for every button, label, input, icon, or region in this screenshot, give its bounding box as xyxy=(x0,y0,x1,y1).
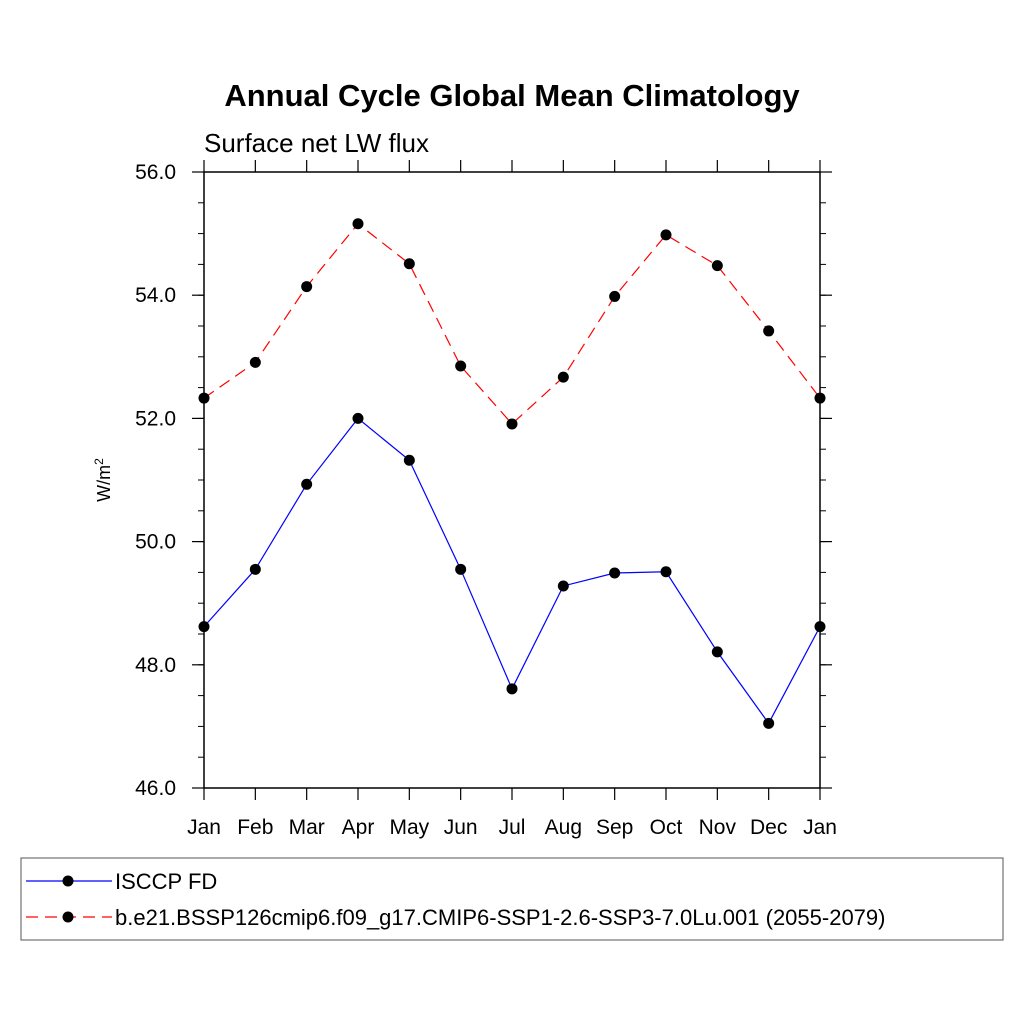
y-axis-label-exponent: 2 xyxy=(92,458,106,465)
x-tick-label: May xyxy=(389,816,429,839)
data-point xyxy=(403,454,415,466)
x-tick-label: Jun xyxy=(444,816,478,839)
y-tick-label: 48.0 xyxy=(135,654,176,677)
x-tick-label: Apr xyxy=(342,816,375,839)
x-tick-label: Nov xyxy=(699,816,737,839)
legend-label-1: ISCCP FD xyxy=(115,869,217,894)
x-tick-label: Jan xyxy=(187,816,221,839)
x-tick-label: Jul xyxy=(499,816,526,839)
y-tick-label: 56.0 xyxy=(135,161,176,184)
x-tick-label: Jan xyxy=(803,816,837,839)
data-point xyxy=(660,566,672,578)
x-tick-label: Oct xyxy=(650,816,683,839)
data-point xyxy=(506,418,518,430)
series-line-2 xyxy=(203,222,821,425)
data-point xyxy=(249,356,261,368)
data-point xyxy=(198,621,210,633)
legend: ISCCP FD b.e21.BSSP126cmip6.f09_g17.CMIP6… xyxy=(20,857,1004,941)
data-point xyxy=(455,563,467,575)
y-tick-label: 46.0 xyxy=(135,777,176,800)
data-point xyxy=(711,260,723,272)
series-line-1 xyxy=(203,417,821,725)
data-point xyxy=(249,563,261,575)
data-point xyxy=(609,567,621,579)
data-point xyxy=(557,371,569,383)
data-point xyxy=(557,580,569,592)
data-point xyxy=(711,646,723,658)
legend-swatch-marker xyxy=(62,911,74,923)
x-tick-label: Mar xyxy=(289,816,325,839)
data-point xyxy=(814,621,826,633)
x-tick-label: Sep xyxy=(596,816,633,839)
data-point xyxy=(660,229,672,241)
data-point xyxy=(455,360,467,372)
y-tick-label: 50.0 xyxy=(135,531,176,554)
legend-label-2: b.e21.BSSP126cmip6.f09_g17.CMIP6-SSP1-2.… xyxy=(115,905,885,930)
data-point xyxy=(763,325,775,337)
data-point xyxy=(609,290,621,302)
chart-subtitle: Surface net LW flux xyxy=(204,128,429,158)
x-tick-label: Dec xyxy=(750,816,787,839)
data-point xyxy=(301,478,313,490)
y-tick-label: 54.0 xyxy=(135,284,176,307)
data-point xyxy=(506,683,518,695)
x-tick-label: Aug xyxy=(545,816,582,839)
data-point xyxy=(301,281,313,293)
data-point xyxy=(198,392,210,404)
data-point xyxy=(352,218,364,230)
plot-area: Jan Feb Mar Apr May Jun Jul Aug Sep Oct Nov Dec Jan 4… xyxy=(135,160,837,839)
data-point xyxy=(763,717,775,729)
chart-title: Annual Cycle Global Mean Climatology xyxy=(224,78,800,113)
plot-frame xyxy=(203,171,821,789)
x-tick-label: Feb xyxy=(237,816,273,839)
data-point xyxy=(403,258,415,270)
legend-box xyxy=(20,857,1004,941)
y-axis-label: W/m2 xyxy=(92,458,114,502)
y-tick-label: 52.0 xyxy=(135,407,176,430)
data-point xyxy=(352,412,364,424)
y-axis-label-unit: W/m xyxy=(94,465,114,502)
legend-swatch-marker xyxy=(62,875,74,887)
data-point xyxy=(814,392,826,404)
